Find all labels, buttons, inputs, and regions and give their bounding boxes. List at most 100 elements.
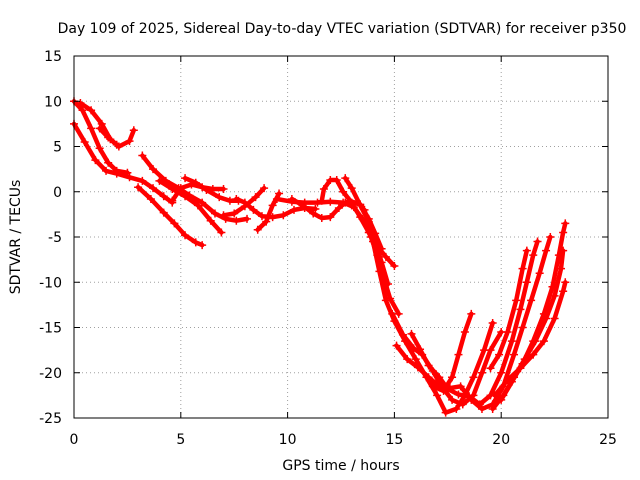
data-point — [448, 395, 457, 404]
data-point — [146, 194, 155, 203]
data-point — [279, 211, 288, 220]
data-point — [253, 225, 262, 234]
data-point — [341, 174, 350, 183]
data-point — [416, 345, 425, 354]
data-point — [290, 205, 299, 214]
series-line — [71, 121, 175, 205]
data-point — [193, 201, 202, 210]
series-line — [319, 177, 397, 269]
data-point — [375, 267, 384, 276]
data-point — [78, 106, 87, 115]
data-point — [202, 185, 211, 194]
y-axis-label: SDTVAR / TECUs — [8, 180, 24, 295]
series-line — [140, 153, 250, 223]
data-point — [409, 344, 418, 353]
data-point — [219, 185, 228, 194]
data-point — [548, 282, 557, 291]
y-tick-label: 10 — [44, 94, 62, 110]
y-tick-label: -15 — [39, 321, 62, 337]
data-point — [176, 184, 185, 193]
data-point — [112, 166, 121, 175]
series-line — [394, 234, 553, 412]
data-point — [390, 261, 399, 270]
data-point — [97, 119, 106, 128]
data-point — [381, 252, 390, 261]
data-point — [454, 390, 463, 399]
data-point — [510, 350, 519, 359]
data-point — [467, 395, 476, 404]
data-point — [518, 264, 527, 273]
series-line — [157, 178, 224, 235]
series-line — [492, 280, 568, 398]
data-point — [369, 237, 378, 246]
data-point — [262, 217, 271, 226]
chart-title: Day 109 of 2025, Sidereal Day-to-day VTE… — [58, 21, 627, 37]
x-tick-label: 0 — [70, 432, 79, 448]
data-point — [215, 193, 224, 202]
data-point — [125, 173, 134, 182]
data-point — [428, 382, 437, 391]
series-arc-15 — [272, 194, 403, 318]
data-point — [490, 391, 499, 400]
data-point — [102, 166, 111, 175]
data-point — [339, 198, 348, 207]
y-tick-label: 5 — [53, 140, 62, 156]
data-point — [159, 192, 168, 201]
series-arc-7 — [155, 176, 226, 237]
data-point — [210, 209, 219, 218]
data-point — [159, 208, 168, 217]
data-point — [497, 395, 506, 404]
series-arc-22 — [428, 309, 476, 395]
axis-ticks: 0 5 10 15 20 25 -25 -20 -15 -10 -5 0 5 10 15 — [39, 49, 617, 448]
data-point — [268, 201, 277, 210]
x-tick-label: 25 — [599, 432, 617, 448]
data-point — [138, 176, 147, 185]
data-point — [191, 178, 200, 187]
data-point — [460, 328, 469, 337]
series-arc-25 — [497, 219, 570, 404]
data-point — [181, 174, 190, 183]
data-point — [411, 355, 420, 364]
data-point — [529, 251, 538, 260]
series-arc-11 — [232, 194, 320, 222]
data-point — [257, 212, 266, 221]
data-point — [219, 211, 228, 220]
data-point — [456, 382, 465, 391]
data-point — [561, 219, 570, 228]
data-point — [125, 137, 134, 146]
data-point — [123, 168, 132, 177]
data-point — [522, 246, 531, 255]
data-series — [70, 97, 570, 417]
data-point — [240, 198, 249, 207]
data-point — [561, 278, 570, 287]
data-point — [275, 189, 284, 198]
y-tick-label: -10 — [39, 275, 62, 291]
data-point — [104, 158, 113, 167]
data-point — [477, 404, 486, 413]
data-point — [435, 373, 444, 382]
data-point — [80, 137, 89, 146]
data-point — [232, 216, 241, 225]
data-point — [403, 355, 412, 364]
x-tick-label: 15 — [385, 432, 403, 448]
data-point — [392, 341, 401, 350]
data-point — [507, 337, 516, 346]
data-point — [398, 330, 407, 339]
data-point — [243, 214, 252, 223]
data-point — [486, 364, 495, 373]
data-point — [251, 193, 260, 202]
y-tick-label: 15 — [44, 49, 62, 65]
data-point — [503, 328, 512, 337]
data-point — [87, 106, 96, 115]
series-line — [390, 311, 504, 407]
series-arc-21 — [392, 233, 555, 413]
data-point — [388, 309, 397, 318]
data-point — [134, 183, 143, 192]
data-point — [76, 99, 85, 108]
data-point — [516, 305, 525, 314]
data-point — [334, 204, 343, 213]
data-point — [542, 246, 551, 255]
data-point — [313, 198, 322, 207]
data-point — [458, 400, 467, 409]
data-point — [345, 196, 354, 205]
